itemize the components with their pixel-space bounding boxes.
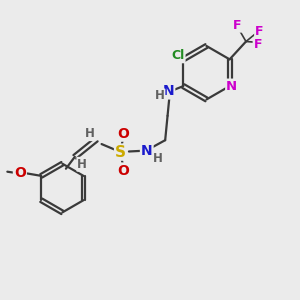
Text: N: N <box>141 144 153 158</box>
Text: O: O <box>117 164 129 178</box>
Text: N: N <box>163 84 174 98</box>
Text: N: N <box>226 80 237 93</box>
Text: O: O <box>117 127 129 141</box>
Text: F: F <box>233 19 241 32</box>
Text: H: H <box>85 127 95 140</box>
Text: O: O <box>14 166 26 180</box>
Text: Cl: Cl <box>171 49 184 62</box>
Text: H: H <box>153 152 163 164</box>
Text: H: H <box>77 158 87 171</box>
Text: F: F <box>254 38 262 51</box>
Text: S: S <box>115 145 126 160</box>
Text: H: H <box>154 89 164 102</box>
Text: F: F <box>255 25 264 38</box>
